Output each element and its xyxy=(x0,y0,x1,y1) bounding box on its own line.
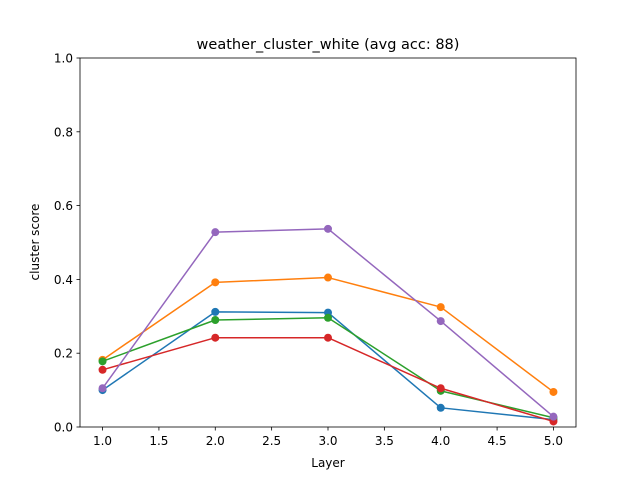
y-tick-label: 1.0 xyxy=(54,52,73,66)
x-tick-label: 4.0 xyxy=(431,434,450,448)
data-point-4-1 xyxy=(98,365,107,374)
data-point-1-2 xyxy=(211,307,220,316)
plot-area: 1.0 1.5 2.0 2.5 3.0 3.5 4.0 4.5 5.0 0.0 0.2 0.4 0.6 0… xyxy=(54,52,577,448)
data-point-3-3 xyxy=(324,313,332,322)
y-tick-label: 0.8 xyxy=(54,125,73,139)
x-tick-label: 1.5 xyxy=(149,434,168,448)
x-tick-label: 3.5 xyxy=(375,434,394,448)
data-point-1-4 xyxy=(436,403,445,412)
x-tick-label: 3.0 xyxy=(318,434,337,448)
data-point-5-1 xyxy=(98,384,107,393)
x-tick-label: 2.0 xyxy=(206,434,225,448)
x-axis-label: Layer xyxy=(311,456,345,470)
data-point-3-1 xyxy=(98,357,107,366)
data-point-5-5 xyxy=(549,412,558,421)
y-tick-label: 0.4 xyxy=(54,273,73,287)
x-tick-label: 2.5 xyxy=(262,434,281,448)
data-point-4-4 xyxy=(436,384,445,393)
data-point-3-2 xyxy=(211,315,220,324)
data-point-4-2 xyxy=(211,333,220,342)
x-tick-label: 5.0 xyxy=(544,434,563,448)
data-point-4-3 xyxy=(324,333,332,342)
data-point-2-5 xyxy=(549,387,558,396)
data-point-5-2 xyxy=(211,228,220,237)
data-point-5-4 xyxy=(436,317,445,326)
chart-title: weather_cluster_white (avg acc: 88) xyxy=(197,37,460,53)
data-point-2-3 xyxy=(324,273,332,282)
x-tick-label: 1.0 xyxy=(93,434,112,448)
x-tick-label: 4.5 xyxy=(488,434,507,448)
y-tick-label: 0.6 xyxy=(54,199,73,213)
data-point-2-4 xyxy=(436,303,445,312)
y-axis-label: cluster score xyxy=(28,204,42,281)
data-point-5-3 xyxy=(324,224,332,233)
y-tick-label: 0.0 xyxy=(54,421,73,435)
data-point-2-2 xyxy=(211,278,220,287)
y-tick-label: 0.2 xyxy=(54,347,73,361)
